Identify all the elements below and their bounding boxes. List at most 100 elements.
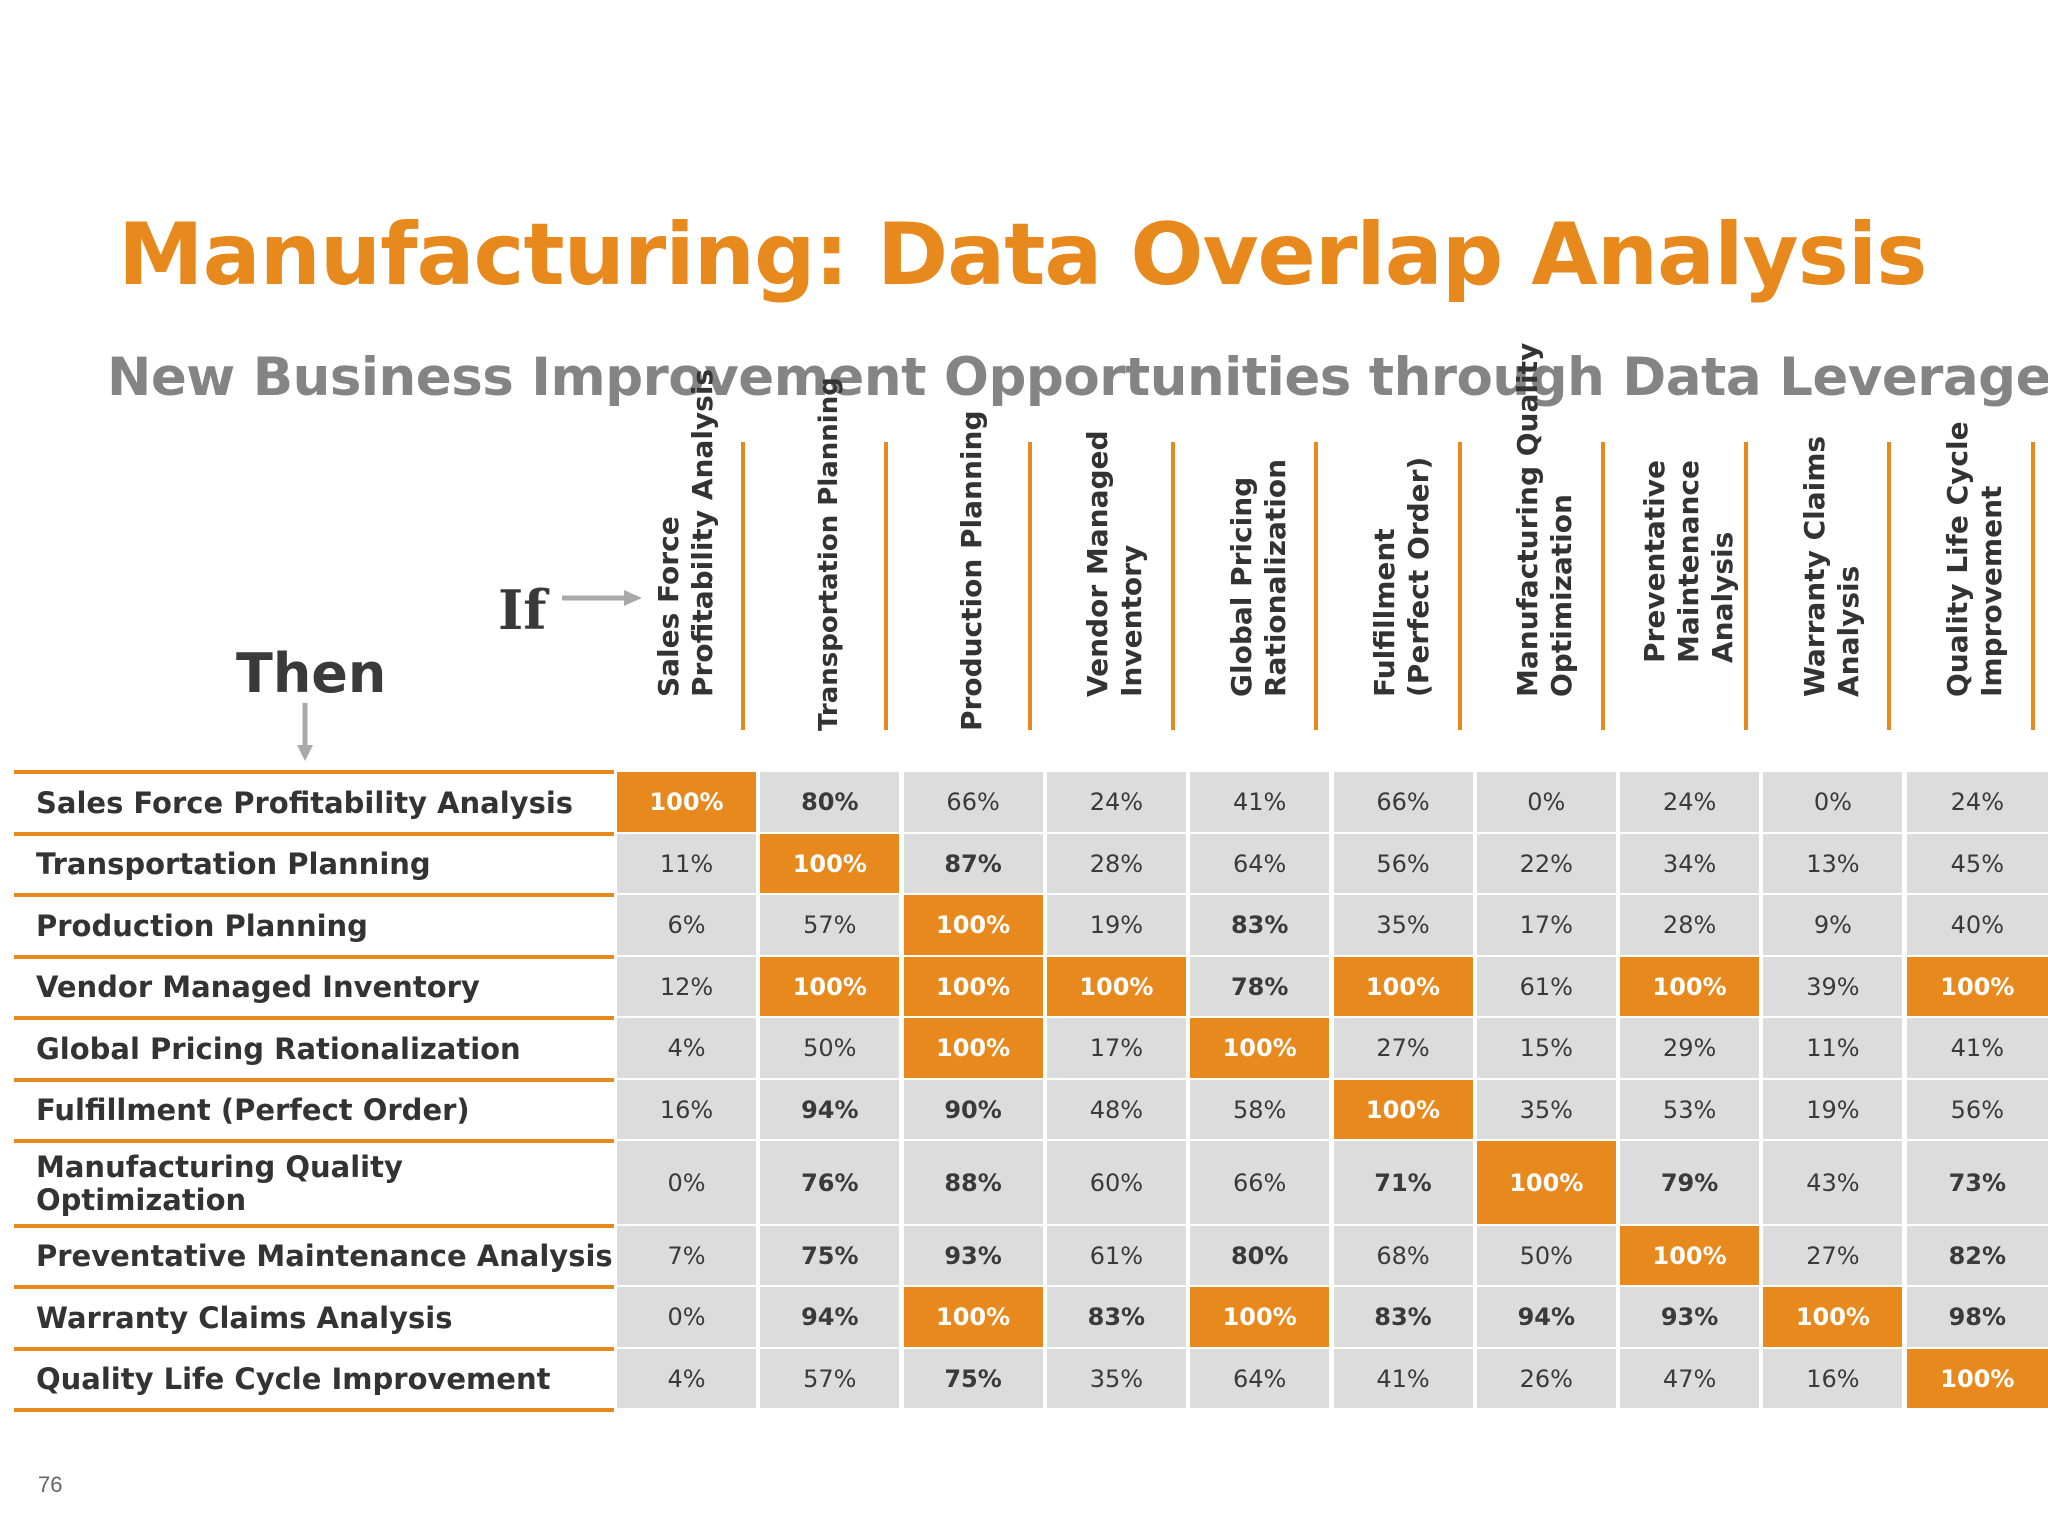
column-header-line: Improvement bbox=[1975, 485, 2009, 697]
overlap-cell: 24% bbox=[1620, 772, 1760, 832]
column-header: Sales Force Profitability Analysis bbox=[619, 369, 752, 765]
column-header-line: Global Pricing bbox=[1224, 476, 1258, 697]
overlap-cell: 100% bbox=[1190, 1287, 1330, 1347]
row-label: Production Planning bbox=[14, 893, 614, 955]
row-label: Manufacturing Quality Optimization bbox=[14, 1139, 614, 1224]
column-header-line: Sales Force bbox=[651, 516, 685, 697]
column-header-line: Transportation Planning bbox=[813, 377, 844, 731]
overlap-cell: 61% bbox=[1046, 1226, 1186, 1285]
page-subtitle: New Business Improvement Opportunities t… bbox=[107, 347, 2048, 408]
column-header: Manufacturing Quality Optimization bbox=[1479, 343, 1612, 765]
overlap-cell: 11% bbox=[1763, 1018, 1903, 1078]
arrow-right-icon bbox=[562, 590, 642, 606]
column-header-line: Analysis bbox=[1705, 531, 1739, 663]
column-separator bbox=[1170, 442, 1175, 730]
column-header: Quality Life Cycle Improvement bbox=[1909, 415, 2042, 765]
overlap-cell: 50% bbox=[1476, 1226, 1616, 1285]
column-header: Global Pricing Rationalization bbox=[1192, 415, 1325, 765]
overlap-cell: 35% bbox=[1333, 895, 1473, 955]
overlap-cell: 66% bbox=[1333, 772, 1473, 832]
overlap-cell: 100% bbox=[1620, 1226, 1760, 1285]
overlap-cell: 100% bbox=[903, 1287, 1043, 1347]
overlap-cell: 100% bbox=[1906, 957, 2048, 1016]
overlap-cell: 4% bbox=[617, 1349, 756, 1408]
overlap-cell: 35% bbox=[1046, 1349, 1186, 1408]
column-header-line: Warranty Claims bbox=[1797, 435, 1831, 697]
overlap-cell: 83% bbox=[1190, 895, 1330, 955]
column-header: Warranty Claims Analysis bbox=[1765, 415, 1898, 765]
overlap-cell: 58% bbox=[1190, 1080, 1330, 1139]
overlap-cell: 90% bbox=[903, 1080, 1043, 1139]
overlap-cell: 80% bbox=[1190, 1226, 1330, 1285]
overlap-cell: 100% bbox=[1476, 1141, 1616, 1224]
overlap-cell: 24% bbox=[1046, 772, 1186, 832]
arrow-down-icon bbox=[297, 703, 313, 761]
page-title: Manufacturing: Data Overlap Analysis bbox=[118, 205, 1927, 305]
overlap-cell: 41% bbox=[1190, 772, 1330, 832]
overlap-cell: 39% bbox=[1763, 957, 1903, 1016]
column-header-line: Maintenance bbox=[1671, 459, 1705, 663]
overlap-cell: 73% bbox=[1906, 1141, 2048, 1224]
overlap-cell: 98% bbox=[1906, 1287, 2048, 1347]
column-header: Vendor Managed Inventory bbox=[1049, 415, 1182, 765]
column-header-line: Fulfillment bbox=[1368, 528, 1401, 697]
overlap-cell: 53% bbox=[1620, 1080, 1760, 1139]
then-label: Then bbox=[236, 642, 387, 705]
overlap-cell: 13% bbox=[1763, 834, 1903, 893]
overlap-cell: 94% bbox=[1476, 1287, 1616, 1347]
row-label-line: Preventative Maintenance Analysis bbox=[36, 1239, 613, 1273]
overlap-cell: 100% bbox=[1333, 957, 1473, 1016]
row-label: Fulfillment (Perfect Order) bbox=[14, 1078, 614, 1139]
overlap-cell: 57% bbox=[760, 895, 900, 955]
overlap-cell: 64% bbox=[1190, 1349, 1330, 1408]
overlap-cell: 56% bbox=[1906, 1080, 2048, 1139]
column-separator bbox=[1744, 442, 1749, 730]
overlap-cell: 28% bbox=[1620, 895, 1760, 955]
row-label-line: Optimization bbox=[36, 1182, 247, 1217]
overlap-cell: 26% bbox=[1476, 1349, 1616, 1408]
overlap-cell: 100% bbox=[1190, 1018, 1330, 1078]
overlap-cell: 66% bbox=[1190, 1141, 1330, 1224]
overlap-cell: 41% bbox=[1906, 1018, 2048, 1078]
overlap-cell: 100% bbox=[1906, 1349, 2048, 1408]
overlap-cell: 100% bbox=[760, 957, 900, 1016]
column-separator bbox=[1027, 442, 1032, 730]
overlap-cell: 79% bbox=[1620, 1141, 1760, 1224]
overlap-cell: 19% bbox=[1046, 895, 1186, 955]
overlap-cell: 100% bbox=[1620, 957, 1760, 1016]
column-separator bbox=[1457, 442, 1462, 730]
overlap-cell: 6% bbox=[617, 895, 756, 955]
overlap-cell: 80% bbox=[760, 772, 900, 832]
overlap-cell: 11% bbox=[617, 834, 756, 893]
column-separator bbox=[741, 442, 745, 730]
overlap-cell: 75% bbox=[760, 1226, 900, 1285]
column-separator bbox=[884, 442, 889, 730]
overlap-cell: 100% bbox=[617, 772, 756, 832]
column-header-line: Vendor Managed bbox=[1081, 430, 1115, 697]
overlap-cell: 93% bbox=[903, 1226, 1043, 1285]
overlap-cell: 100% bbox=[903, 957, 1043, 1016]
overlap-cell: 94% bbox=[760, 1287, 900, 1347]
row-label: Transportation Planning bbox=[14, 832, 614, 893]
column-header: Production Planning bbox=[906, 411, 1039, 765]
overlap-cell: 27% bbox=[1333, 1018, 1473, 1078]
overlap-cell: 88% bbox=[903, 1141, 1043, 1224]
row-label: Warranty Claims Analysis bbox=[14, 1285, 614, 1347]
row-label-line: Warranty Claims Analysis bbox=[36, 1300, 453, 1335]
overlap-cell: 12% bbox=[617, 957, 756, 1016]
overlap-cell: 66% bbox=[903, 772, 1043, 832]
overlap-cell: 71% bbox=[1333, 1141, 1473, 1224]
row-label: Sales Force Profitability Analysis bbox=[14, 770, 614, 832]
overlap-cell: 0% bbox=[1476, 772, 1616, 832]
column-header-line: Quality Life Cycle bbox=[1941, 421, 1975, 697]
row-label-line: Fulfillment (Perfect Order) bbox=[36, 1093, 470, 1127]
column-header-line: Analysis bbox=[1831, 565, 1865, 697]
overlap-cell: 41% bbox=[1333, 1349, 1473, 1408]
row-label-line: Quality Life Cycle Improvement bbox=[36, 1362, 551, 1396]
overlap-cell: 50% bbox=[760, 1018, 900, 1078]
row-label: Global Pricing Rationalization bbox=[14, 1016, 614, 1078]
column-separator bbox=[1887, 442, 1892, 730]
overlap-cell: 75% bbox=[903, 1349, 1043, 1408]
overlap-cell: 82% bbox=[1906, 1226, 2048, 1285]
column-header: Transportation Planning bbox=[762, 377, 895, 765]
